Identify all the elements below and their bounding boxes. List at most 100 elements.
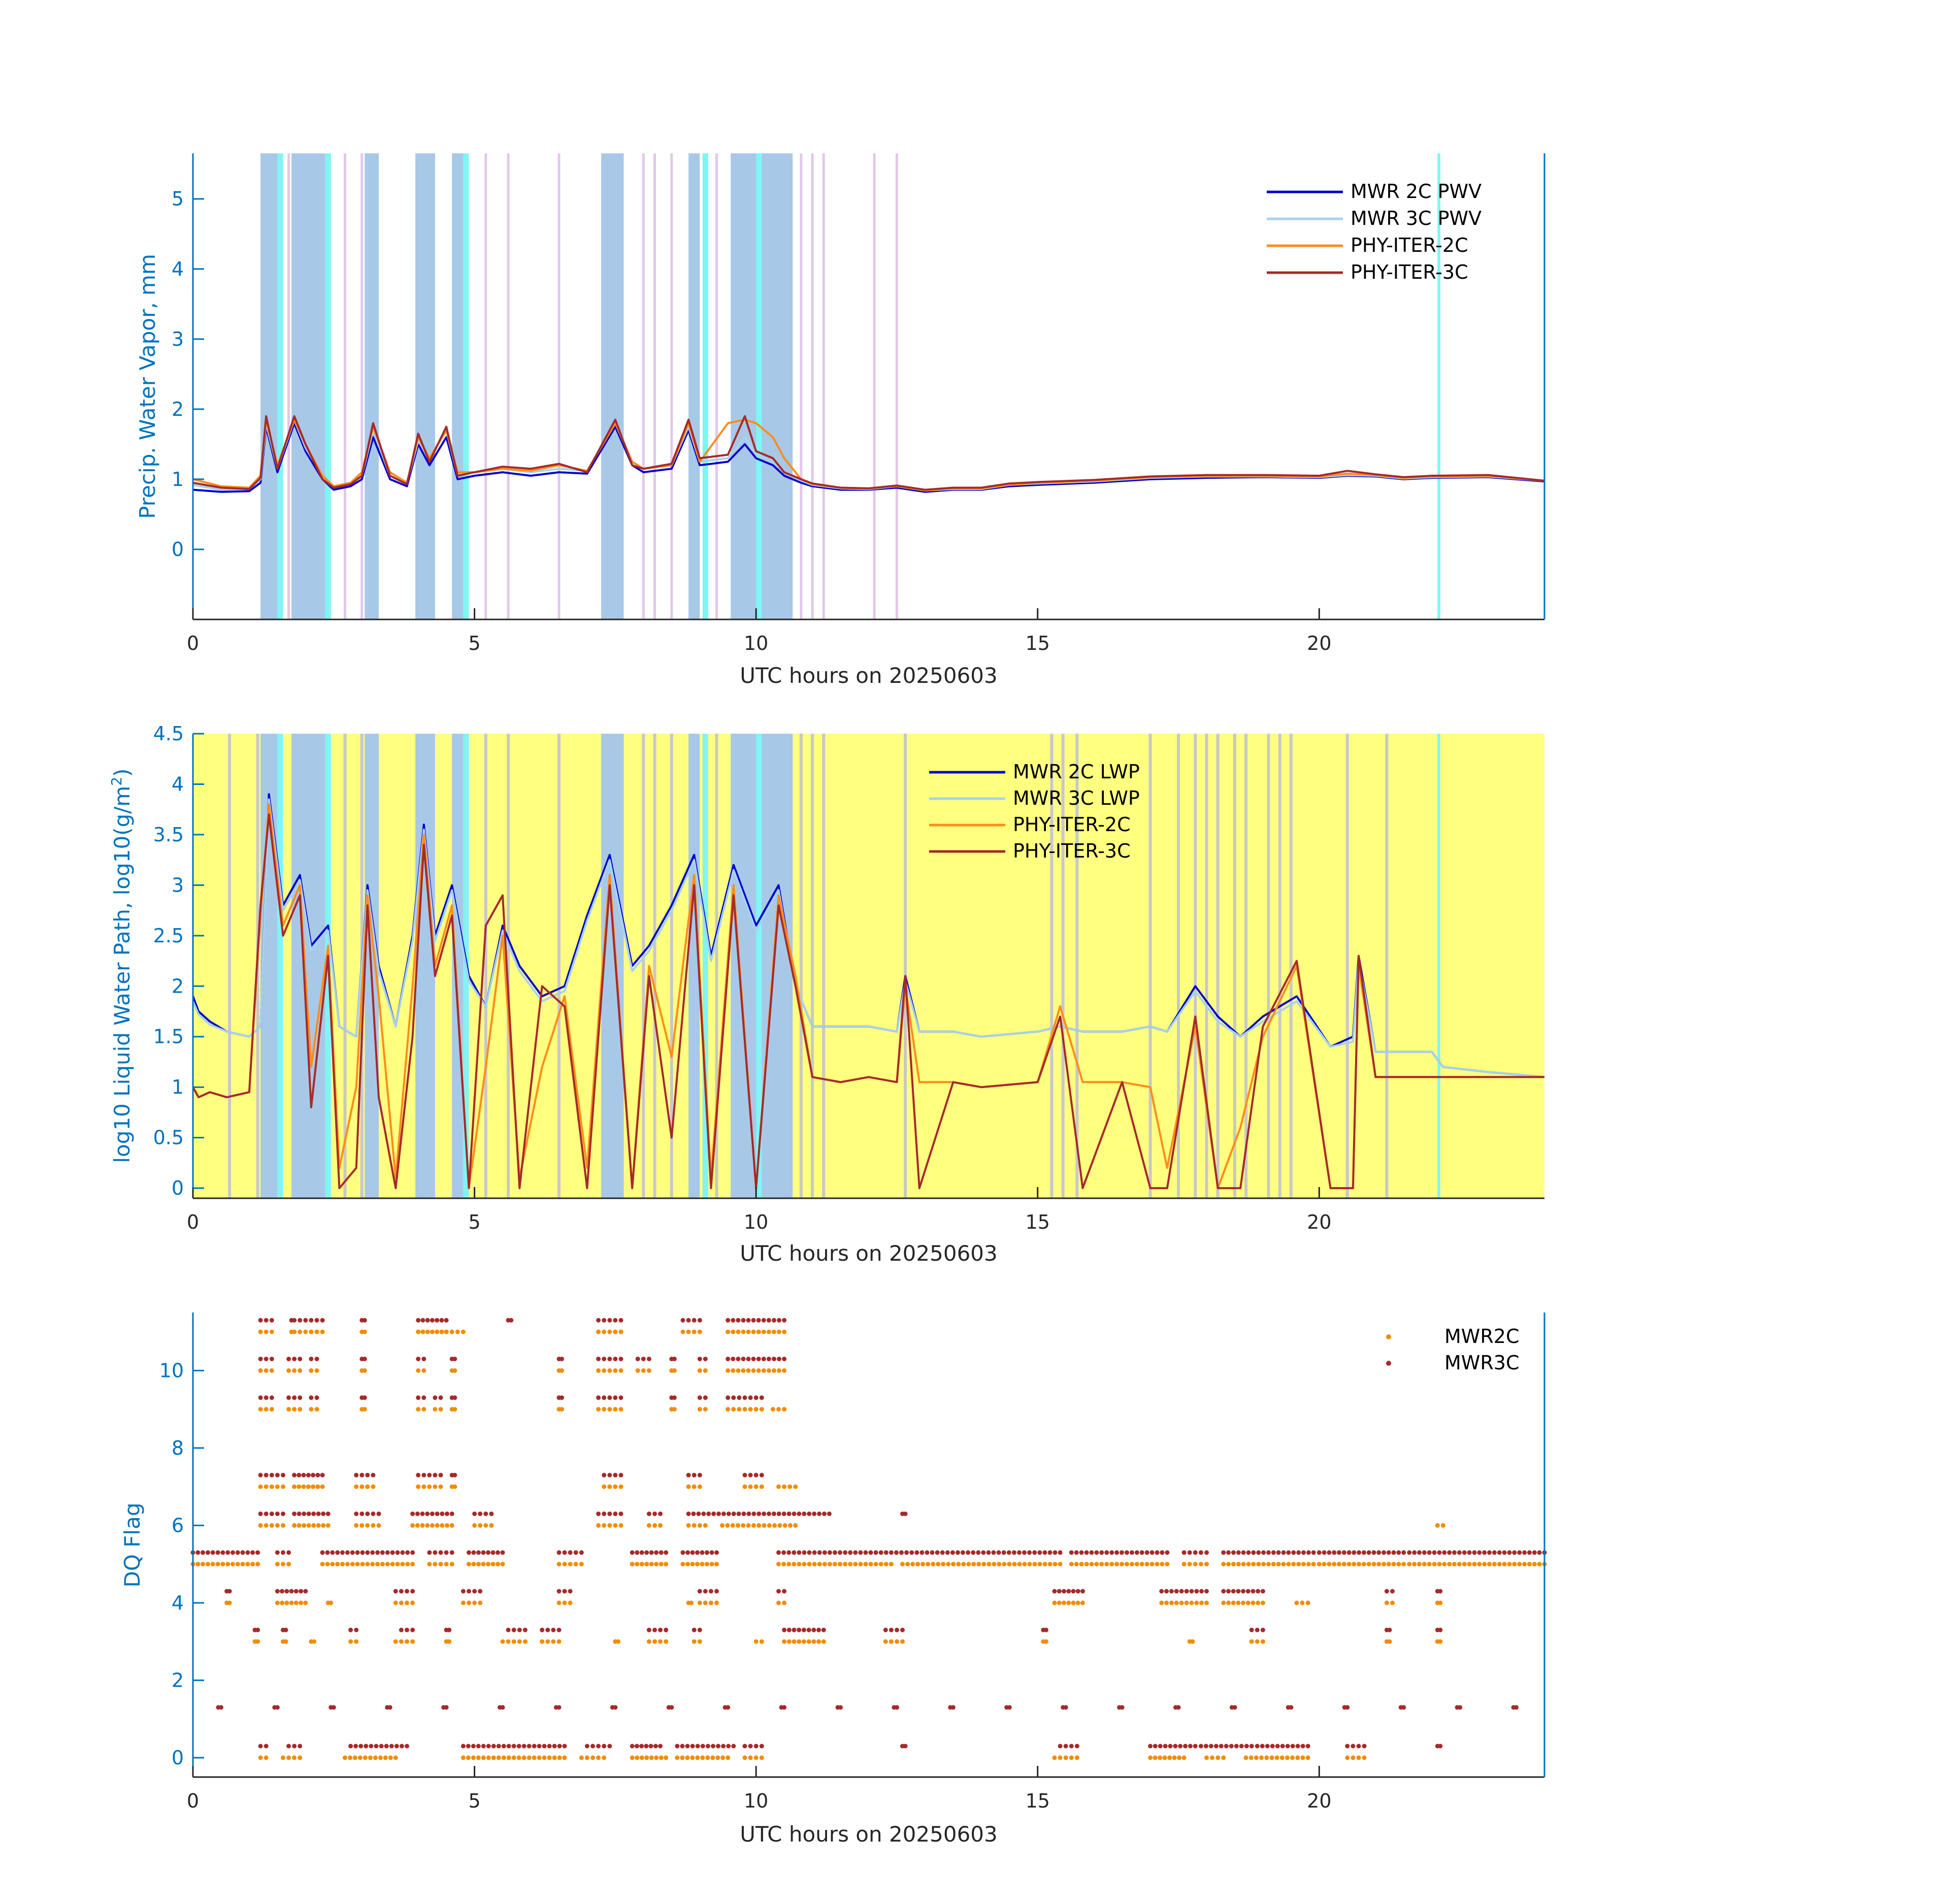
dq-point-mwr2c (438, 1484, 443, 1489)
dq-point-mwr3c (1231, 1550, 1236, 1555)
dq-point-mwr3c (761, 1357, 766, 1361)
dq-point-mwr2c (352, 1755, 357, 1760)
lwp-shade-cyan (702, 734, 708, 1198)
dq-legend: MWR2C MWR3C (1386, 1325, 1519, 1374)
dq-point-mwr2c (264, 1755, 269, 1760)
dq-point-mwr3c (634, 1744, 639, 1749)
dq-point-mwr3c (1178, 1744, 1183, 1749)
dq-point-mwr2c (680, 1755, 685, 1760)
dq-point-mwr3c (705, 1550, 709, 1555)
dq-point-mwr3c (1276, 1550, 1281, 1555)
dq-panel: 0 5 10 15 20 0 2 4 6 8 10 UTC hours on 20250603 D… (120, 1312, 1547, 1847)
dq-point-mwr3c (797, 1550, 802, 1555)
dq-point-mwr3c (1316, 1550, 1322, 1555)
dq-point-mwr3c (225, 1550, 231, 1555)
dq-point-mwr3c (680, 1550, 685, 1555)
dq-point-mwr3c (843, 1550, 848, 1555)
dq-point-mwr3c (736, 1512, 741, 1516)
dq-point-mwr3c (395, 1550, 400, 1555)
dq-point-mwr2c (363, 1755, 368, 1760)
dq-point-mwr3c (672, 1357, 677, 1361)
dq-point-mwr3c (1457, 1550, 1462, 1555)
dq-point-mwr2c (297, 1523, 302, 1528)
dq-point-mwr2c (371, 1523, 376, 1528)
dq-point-mwr3c (741, 1512, 746, 1516)
dq-point-mwr3c (496, 1744, 501, 1749)
dq-point-mwr3c (1345, 1744, 1350, 1749)
dq-point-mwr3c (292, 1744, 297, 1749)
dq-point-mwr3c (1366, 1550, 1371, 1555)
dq-point-mwr2c (1169, 1600, 1174, 1605)
dq-point-mwr3c (706, 1512, 711, 1516)
dq-point-mwr2c (782, 1329, 787, 1334)
dq-point-mwr2c (726, 1368, 731, 1373)
dq-point-mwr3c (405, 1744, 409, 1749)
dq-point-mwr2c (618, 1407, 623, 1412)
dq-point-mwr3c (1322, 1550, 1327, 1555)
dq-point-mwr3c (858, 1550, 863, 1555)
dq-point-mwr2c (680, 1329, 685, 1334)
dq-point-mwr2c (430, 1329, 435, 1334)
dq-point-mwr2c (635, 1562, 640, 1567)
dq-point-mwr3c (1043, 1627, 1048, 1632)
dq-point-mwr3c (1181, 1550, 1187, 1555)
dq-point-mwr3c (264, 1318, 269, 1323)
dq-point-mwr2c (433, 1407, 438, 1412)
dq-point-mwr3c (748, 1744, 753, 1749)
dq-point-mwr3c (1032, 1550, 1037, 1555)
dq-point-mwr3c (596, 1744, 601, 1749)
dq-point-mwr2c (613, 1484, 618, 1489)
dq-legend-marker (1386, 1361, 1391, 1366)
dq-point-mwr2c (756, 1523, 762, 1528)
dq-point-mwr2c (1052, 1600, 1057, 1605)
dq-point-mwr3c (584, 1744, 589, 1749)
pwv-shade-pink (895, 153, 898, 619)
dq-point-mwr3c (281, 1472, 285, 1478)
dq-point-mwr2c (328, 1600, 334, 1605)
dq-point-mwr3c (1001, 1550, 1006, 1555)
dq-point-mwr3c (726, 1318, 731, 1323)
pwv-xtick-label: 20 (1307, 632, 1331, 654)
dq-point-mwr2c (330, 1562, 335, 1567)
dq-point-mwr2c (697, 1600, 702, 1605)
dq-point-mwr2c (1139, 1562, 1144, 1567)
dq-point-mwr3c (1006, 1550, 1011, 1555)
lwp-shade-cyan (756, 734, 762, 1198)
dq-point-mwr2c (618, 1484, 623, 1489)
dq-point-mwr3c (899, 1550, 904, 1555)
dq-point-mwr2c (709, 1562, 714, 1567)
dq-point-mwr3c (1232, 1705, 1237, 1710)
lwp-shade-blue (452, 734, 464, 1198)
dq-point-mwr2c (772, 1329, 776, 1334)
dq-point-mwr3c (644, 1744, 649, 1749)
dq-point-mwr2c (843, 1562, 848, 1567)
lwp-ytick-label: 0.5 (153, 1127, 184, 1149)
dq-point-mwr3c (746, 1357, 751, 1361)
dq-point-mwr3c (700, 1744, 705, 1749)
dq-point-mwr3c (364, 1744, 369, 1749)
dq-point-mwr2c (697, 1407, 702, 1412)
dq-point-mwr2c (362, 1329, 367, 1334)
dq-point-mwr2c (320, 1484, 325, 1489)
dq-point-mwr3c (868, 1550, 873, 1555)
dq-point-mwr3c (863, 1550, 868, 1555)
dq-point-mwr3c (726, 1395, 731, 1400)
lwp-shade-gray (1289, 734, 1293, 1198)
dq-point-mwr3c (389, 1744, 394, 1749)
dq-point-mwr3c (1270, 1744, 1275, 1749)
dq-point-mwr3c (786, 1512, 792, 1516)
dq-point-mwr3c (1327, 1550, 1332, 1555)
pwv-shade-blue (291, 153, 325, 619)
dq-point-mwr3c (201, 1550, 206, 1555)
dq-point-mwr3c (435, 1318, 440, 1323)
dq-point-mwr3c (1266, 1550, 1271, 1555)
dq-point-mwr3c (275, 1512, 280, 1516)
dq-point-mwr2c (751, 1368, 756, 1373)
dq-point-mwr3c (1194, 1589, 1199, 1594)
dq-point-mwr2c (792, 1639, 797, 1644)
dq-point-mwr2c (1290, 1755, 1295, 1760)
dq-point-mwr2c (602, 1484, 607, 1489)
dq-point-mwr3c (1179, 1589, 1184, 1594)
dq-point-mwr2c (1181, 1562, 1187, 1567)
dq-point-mwr3c (714, 1550, 719, 1555)
